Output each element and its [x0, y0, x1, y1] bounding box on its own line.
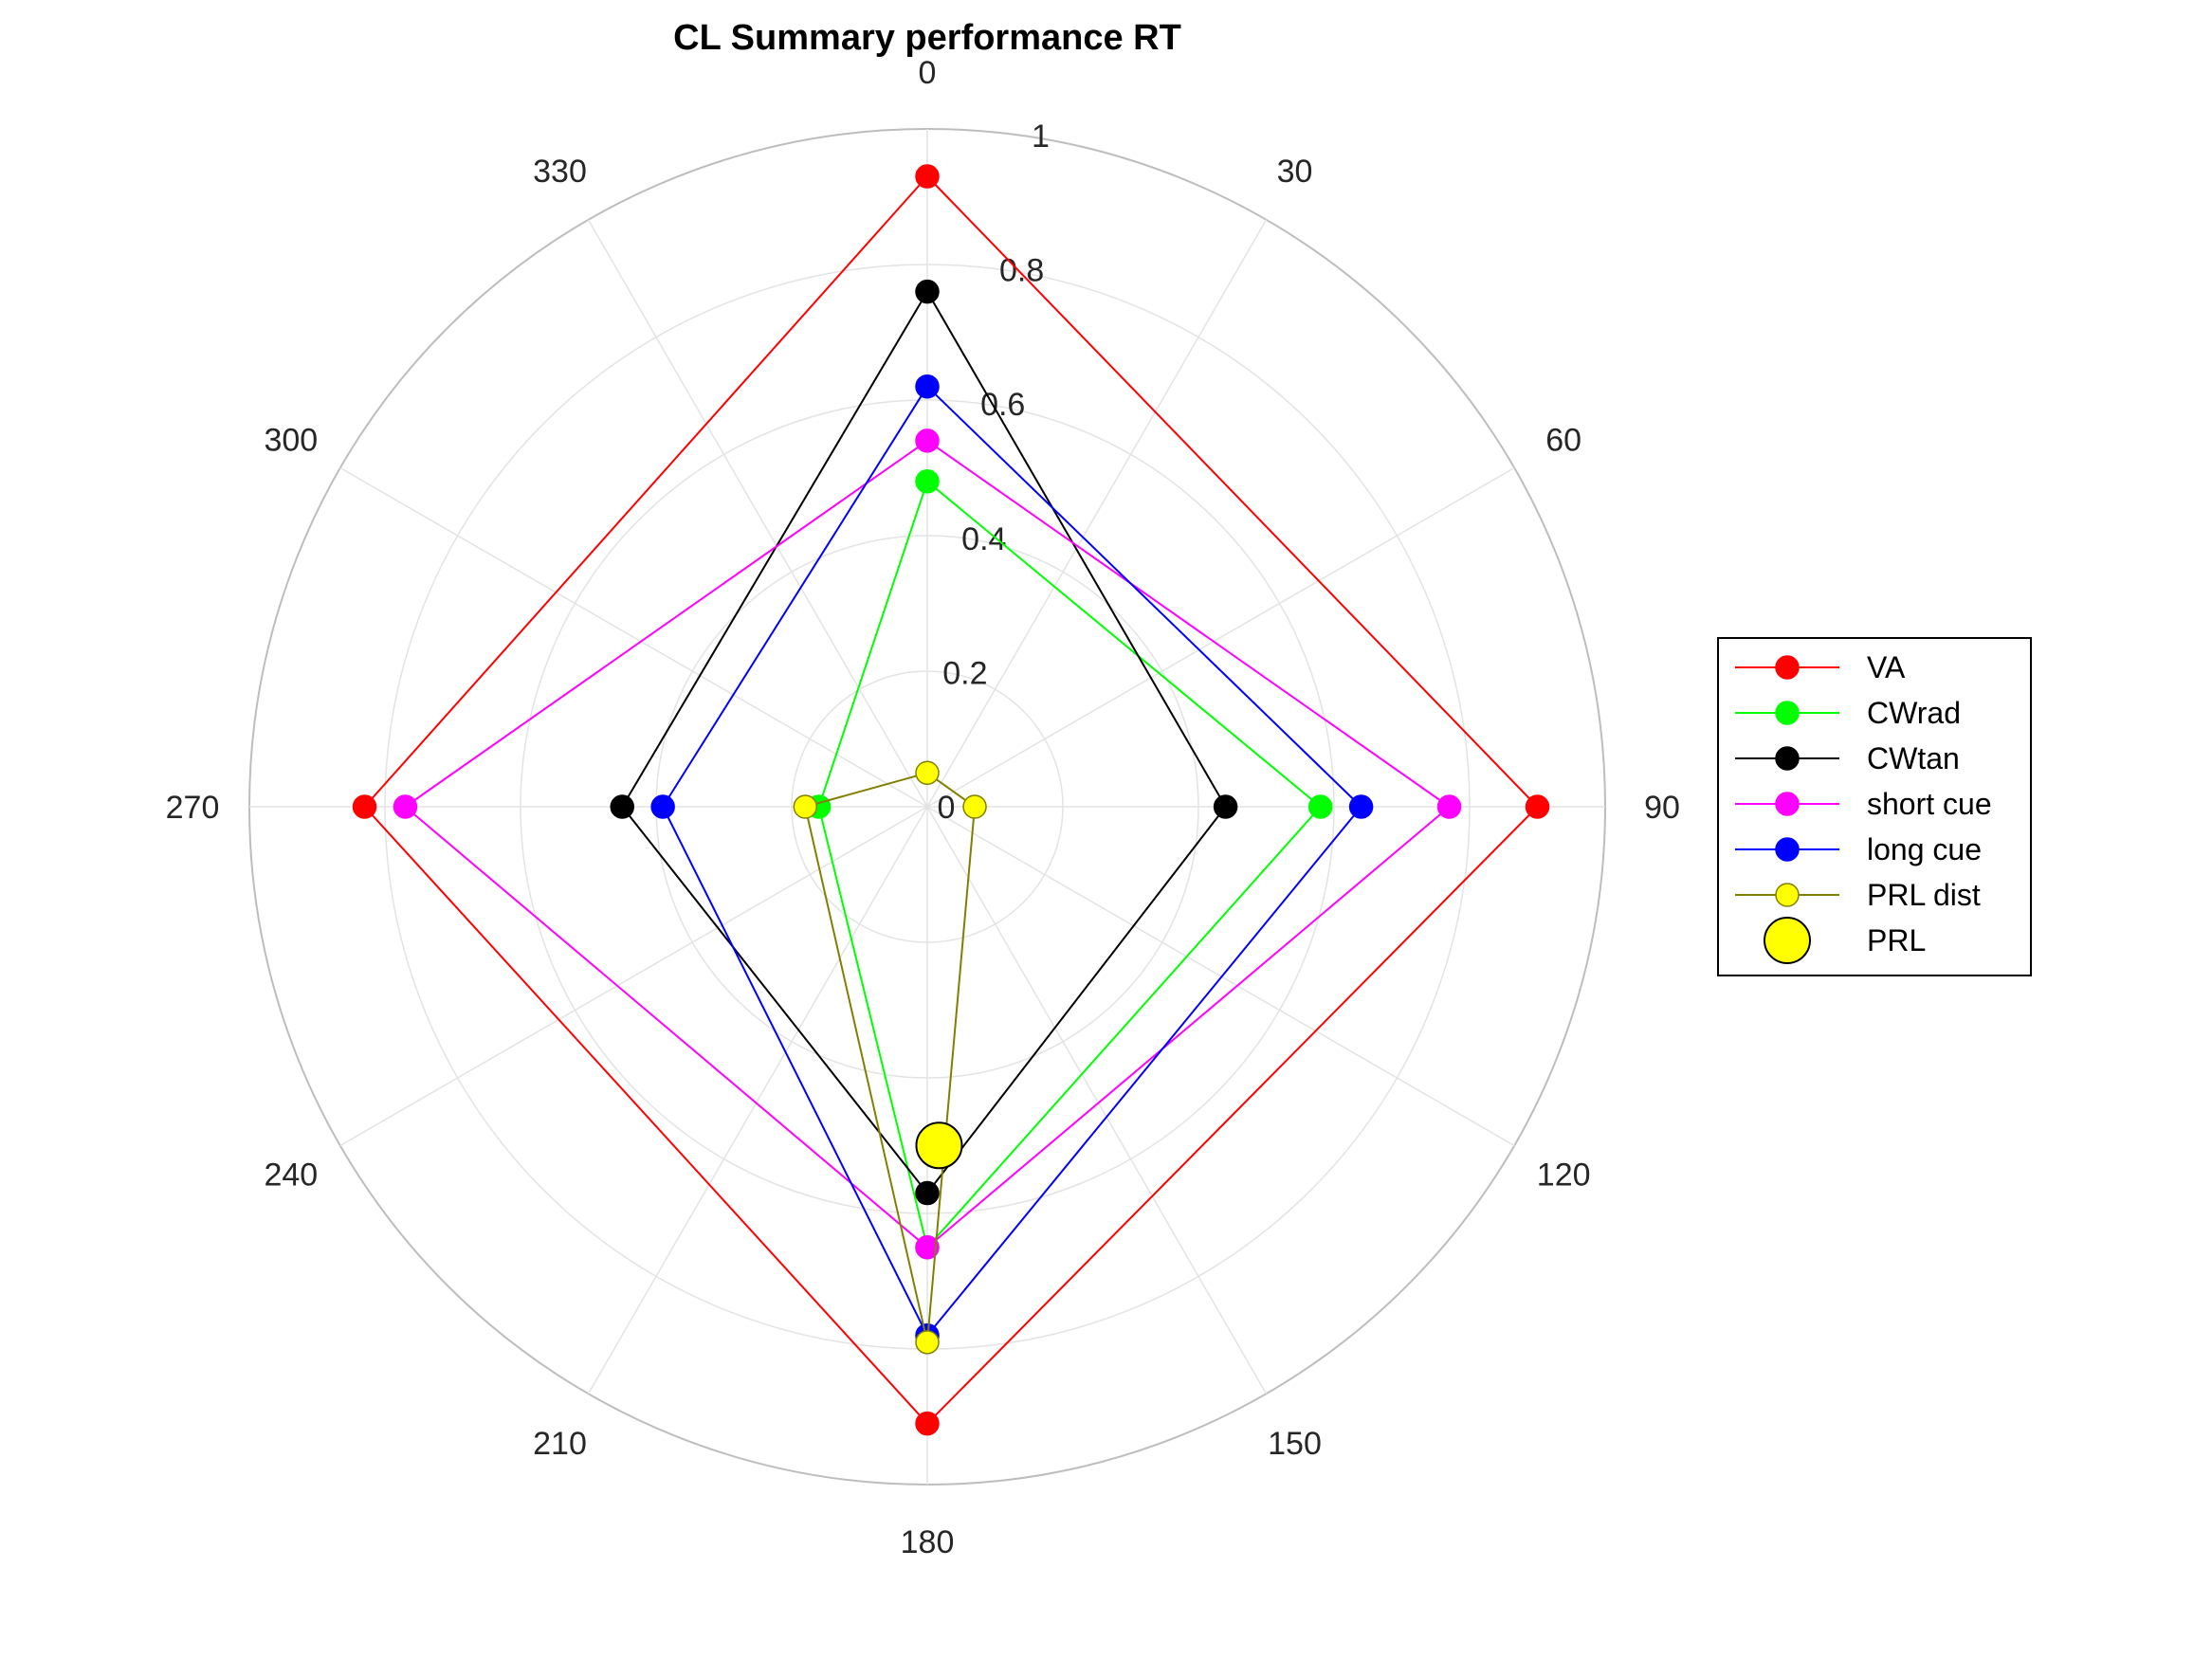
legend-label-6: PRL: [1867, 923, 1926, 957]
theta-tick-label: 120: [1537, 1158, 1591, 1194]
legend-marker-1: [1775, 701, 1800, 725]
theta-tick-label: 60: [1545, 423, 1581, 459]
r-tick-label: 1: [1032, 118, 1050, 155]
r-tick-label: 0.4: [961, 521, 1006, 557]
theta-tick-label: 0: [919, 55, 937, 91]
theta-tick-label: 30: [1277, 154, 1313, 190]
legend-marker-6: [1764, 917, 1811, 964]
legend-marker-4: [1775, 837, 1800, 862]
grid-spoke-210: [587, 806, 928, 1395]
series-point-5-3: [793, 794, 818, 819]
series-point-4-0: [915, 374, 940, 399]
legend-marker-3: [1775, 792, 1800, 816]
theta-tick-label: 270: [166, 790, 220, 826]
series-point-2-3: [610, 794, 634, 819]
polar-tick-labels: 00.20.40.60.8103060901201501802102402703…: [166, 55, 1680, 1560]
series-point-1-1: [1307, 794, 1333, 819]
series-2: [610, 279, 1238, 1206]
series-3: [393, 428, 1462, 1260]
legend-label-1: CWrad: [1867, 696, 1961, 730]
grid-spoke-120: [926, 806, 1515, 1147]
theta-tick-label: 240: [264, 1158, 318, 1194]
series-point-0-2: [915, 1411, 940, 1436]
series-point-1-0: [915, 469, 940, 494]
series-point-0-3: [352, 794, 377, 819]
legend-label-4: long cue: [1867, 832, 1982, 866]
grid-spoke-30: [926, 219, 1268, 808]
legend-label-3: short cue: [1867, 787, 1992, 821]
series-point-3-0: [915, 428, 940, 453]
theta-tick-label: 90: [1644, 790, 1680, 826]
series-line-2: [621, 291, 1227, 1195]
r-tick-label: 0.2: [942, 655, 987, 691]
series-point-0-0: [915, 164, 940, 189]
legend-marker-2: [1775, 746, 1800, 771]
legend-label-2: CWtan: [1867, 741, 1960, 775]
theta-tick-label: 330: [533, 154, 587, 190]
series-point-5-1: [962, 794, 987, 819]
grid-spoke-300: [339, 466, 928, 808]
grid-spoke-330: [587, 219, 928, 808]
theta-tick-label: 300: [264, 423, 318, 459]
theta-tick-label: 180: [901, 1524, 955, 1560]
series-layer: [352, 164, 1550, 1436]
r-tick-label: 0.6: [980, 387, 1025, 423]
series-point-2-0: [915, 279, 940, 304]
series-5: [793, 760, 987, 1355]
chart-title: CL Summary performance RT: [673, 18, 1181, 58]
series-point-4-3: [650, 794, 675, 819]
series-point-2-1: [1213, 794, 1238, 819]
series-point-3-2: [915, 1235, 940, 1260]
legend-marker-0: [1775, 655, 1800, 680]
series-point-2-2: [915, 1180, 940, 1206]
grid-spoke-150: [926, 806, 1268, 1395]
theta-tick-label: 150: [1268, 1426, 1322, 1462]
series-0: [352, 164, 1550, 1436]
series-point-0-1: [1525, 794, 1550, 819]
theta-tick-label: 210: [533, 1426, 587, 1462]
series-4: [650, 374, 1374, 1348]
legend: VA CWrad CWtan short cue long cue PRL dist PRL: [1717, 637, 2032, 976]
series-point-3-3: [393, 794, 418, 819]
series-point-5-0: [915, 760, 940, 785]
legend-label-5: PRL dist: [1867, 878, 1981, 912]
series-point-4-1: [1348, 794, 1374, 819]
polar-grid: [248, 128, 1606, 1486]
legend-box: [1717, 637, 2032, 976]
series-6: [915, 1121, 963, 1170]
grid-spoke-60: [926, 466, 1515, 808]
legend-marker-5: [1775, 883, 1800, 907]
grid-spoke-240: [339, 806, 928, 1147]
legend-label-0: VA: [1867, 650, 1906, 684]
series-point-5-2: [915, 1330, 940, 1355]
series-point-6-0: [915, 1121, 963, 1170]
r-tick-label: 0: [938, 790, 956, 826]
series-point-3-1: [1436, 794, 1462, 819]
